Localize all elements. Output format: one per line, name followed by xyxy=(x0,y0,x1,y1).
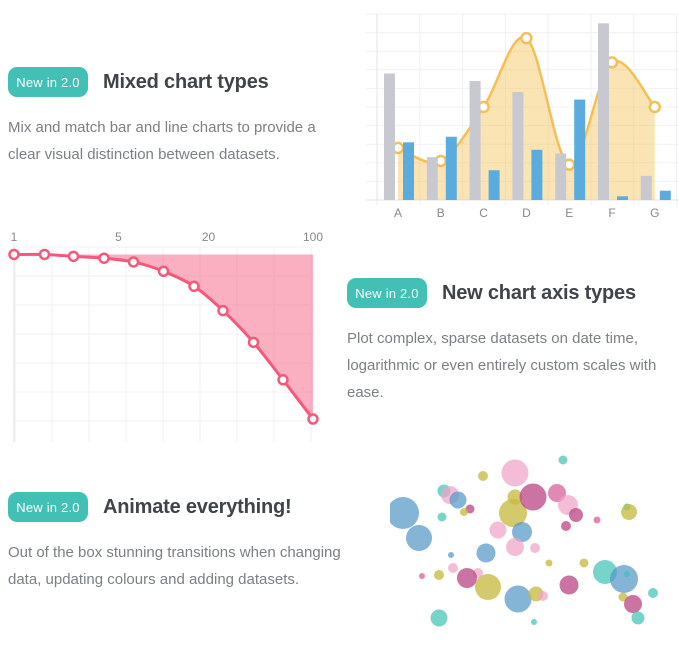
bubble-points xyxy=(390,455,658,627)
svg-text:A: A xyxy=(394,206,402,220)
svg-text:20: 20 xyxy=(202,230,216,244)
svg-text:C: C xyxy=(479,206,488,220)
blue-bars xyxy=(403,99,671,200)
new-in-2-0-badge: New in 2.0 xyxy=(8,67,88,97)
feature-header: New in 2.0 New chart axis types xyxy=(347,278,679,308)
feature-animate-everything: New in 2.0 Animate everything! Out of th… xyxy=(8,492,358,593)
feature-description-mixed-chart-types: Mix and match bar and line charts to pro… xyxy=(8,119,316,163)
svg-text:1: 1 xyxy=(11,230,18,244)
mixed-bar-line-chart[interactable]: A B C D E F G xyxy=(366,8,679,220)
mixed-chart-x-labels: A B C D E F G xyxy=(394,206,659,220)
svg-text:100: 100 xyxy=(303,230,323,244)
pink-area-fill xyxy=(14,254,313,420)
svg-text:E: E xyxy=(565,206,573,220)
feature-description-new-chart-axis-types: Plot complex, sparse datasets on date ti… xyxy=(347,330,657,401)
feature-new-chart-axis-types: New in 2.0 New chart axis types Plot com… xyxy=(347,278,679,406)
feature-header: New in 2.0 Animate everything! xyxy=(8,492,358,522)
yellow-area-fill xyxy=(398,37,655,200)
feature-title-animate-everything: Animate everything! xyxy=(103,495,292,518)
logarithmic-line-chart[interactable]: 1 5 20 100 xyxy=(0,230,330,442)
svg-text:F: F xyxy=(608,206,615,220)
svg-text:B: B xyxy=(437,206,445,220)
gray-bars xyxy=(384,23,652,200)
feature-description-animate-everything: Out of the box stunning transitions when… xyxy=(8,544,341,588)
feature-title-mixed-chart-types: Mixed chart types xyxy=(103,70,269,93)
feature-title-new-chart-axis-types: New chart axis types xyxy=(442,281,636,304)
log-chart-x-labels: 1 5 20 100 xyxy=(11,230,324,244)
svg-text:5: 5 xyxy=(115,230,122,244)
feature-mixed-chart-types: New in 2.0 Mixed chart types Mix and mat… xyxy=(8,67,358,168)
new-in-2-0-badge: New in 2.0 xyxy=(8,492,88,522)
yellow-line-points xyxy=(391,31,662,171)
new-in-2-0-badge: New in 2.0 xyxy=(347,278,427,308)
svg-text:D: D xyxy=(522,206,531,220)
bubble-chart[interactable] xyxy=(390,440,679,647)
pink-line-points xyxy=(8,248,319,425)
log-chart-grid xyxy=(13,243,313,442)
svg-text:G: G xyxy=(650,206,659,220)
feature-header: New in 2.0 Mixed chart types xyxy=(8,67,358,97)
